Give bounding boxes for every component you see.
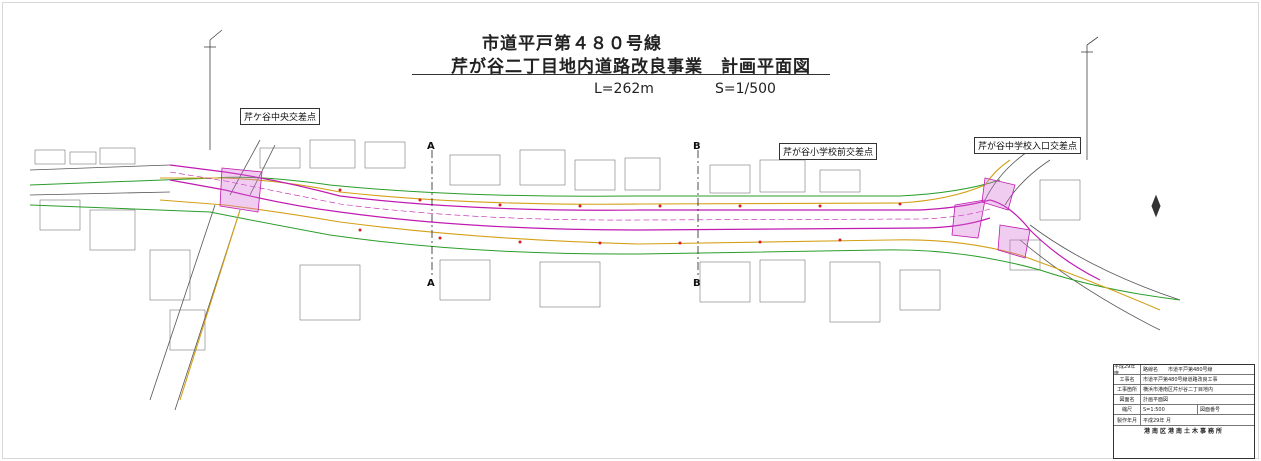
intersection-label-elementary-school: 芹が谷小学校前交差点 [779, 143, 878, 160]
title-block-value: 市道平戸第480号線道路改良工事 [1143, 377, 1218, 384]
road-boundary [29, 176, 1181, 301]
crosswalk-left [219, 167, 263, 213]
crosswalk-right-1 [951, 199, 986, 239]
title-block-row: 図面名 計画平面図 [1114, 395, 1254, 406]
title-block-row: 縮尺 S=1:500 図面番号 [1114, 405, 1254, 416]
crosswalk-right-2 [981, 177, 1031, 259]
title-block-key: 製作年月 [1114, 415, 1141, 425]
drawing-scale: S=1/500 [715, 81, 776, 97]
section-mark-a-bottom: A [427, 278, 435, 289]
section-mark-b-top: B [693, 141, 701, 152]
building-outlines [34, 139, 1081, 351]
left-road-extension [29, 164, 171, 196]
title-block-row: 工事箇所 横浜市港南区芹が谷二丁目地内 [1114, 385, 1254, 396]
title-block-scale: S=1:500 [1141, 405, 1198, 415]
north-arrow-right [1081, 36, 1099, 160]
title-block: 平成29年度 路線名 市道平戸第480号線 工事名 市道平戸第480号線道路改良… [1113, 364, 1255, 459]
title-block-split: S=1:500 図面番号 [1141, 405, 1254, 415]
title-block-key: 平成29年度 [1114, 365, 1141, 375]
title-block-office: 港南区港南土木事務所 [1143, 427, 1224, 435]
compass-symbol [1151, 194, 1161, 218]
section-mark-b-bottom: B [693, 278, 701, 289]
drawing-title-project: 芹が谷二丁目地内道路改良事業 計画平面図 [451, 57, 811, 77]
title-block-key: 図面名 [1114, 395, 1141, 405]
road-length: L=262m [594, 81, 654, 97]
title-block-drawing-number: 図面番号 [1200, 407, 1221, 414]
title-block-key: 工事箇所 [1114, 385, 1141, 395]
title-block-row: 製作年月 平成29年 月 [1114, 415, 1254, 426]
road-centerline [169, 171, 991, 221]
drawing-title-route: 市道平戸第４８０号線 [482, 34, 662, 54]
title-underline [412, 74, 830, 75]
station-markers [338, 188, 902, 245]
title-block-key: 縮尺 [1114, 405, 1141, 415]
north-arrow-left [204, 29, 223, 150]
title-block-value: 計画平面図 [1143, 397, 1169, 404]
title-block-value: 平成29年 月 [1143, 417, 1171, 424]
intersection-label-serigaya-chuo: 芹ケ谷中央交差点 [240, 108, 321, 125]
title-block-row: 工事名 市道平戸第480号線道路改良工事 [1114, 375, 1254, 386]
title-block-value: 路線名 市道平戸第480号線 [1143, 367, 1213, 374]
section-mark-a-top: A [427, 141, 435, 152]
intersection-label-junior-high-entrance: 芹が谷中学校入口交差点 [974, 137, 1082, 154]
title-block-value: 横浜市港南区芹が谷二丁目地内 [1143, 387, 1214, 394]
title-block-key: 工事名 [1114, 375, 1141, 385]
title-block-row: 平成29年度 路線名 市道平戸第480号線 [1114, 365, 1254, 376]
